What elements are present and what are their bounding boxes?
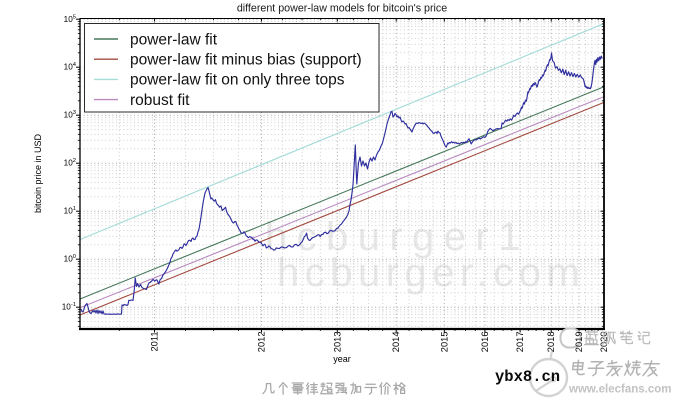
svg-text:www.elecfans.com: www.elecfans.com: [568, 384, 671, 396]
svg-text:2016: 2016: [480, 332, 490, 353]
svg-text:hcburger.com: hcburger.com: [277, 251, 585, 295]
svg-text:year: year: [333, 354, 351, 364]
svg-text:102: 102: [64, 158, 76, 168]
svg-text:101: 101: [64, 206, 76, 216]
svg-text:2012: 2012: [257, 332, 267, 353]
svg-text:104: 104: [64, 62, 77, 72]
svg-text:power-law fit: power-law fit: [130, 31, 218, 48]
svg-text:105: 105: [64, 14, 76, 24]
svg-text:ybx8.cn: ybx8.cn: [495, 368, 560, 386]
svg-text:2014: 2014: [391, 332, 401, 353]
svg-text:2019: 2019: [574, 332, 584, 353]
svg-text:2011: 2011: [150, 332, 160, 352]
svg-text:2015: 2015: [439, 332, 449, 353]
svg-text:different power-law models for: different power-law models for bitcoin's…: [237, 3, 447, 15]
svg-text:2017: 2017: [515, 332, 525, 353]
svg-text:100: 100: [64, 254, 76, 264]
svg-text:power-law fit on only three to: power-law fit on only three tops: [130, 72, 345, 89]
svg-text:103: 103: [64, 110, 76, 120]
svg-text:2018: 2018: [546, 332, 556, 353]
svg-text:power-law fit minus bias (supp: power-law fit minus bias (support): [130, 52, 362, 69]
svg-text:robust fit: robust fit: [130, 92, 190, 109]
svg-text:bitcoin price in USD: bitcoin price in USD: [33, 133, 43, 213]
svg-text:10-1: 10-1: [62, 302, 76, 312]
svg-text:2013: 2013: [332, 332, 342, 353]
